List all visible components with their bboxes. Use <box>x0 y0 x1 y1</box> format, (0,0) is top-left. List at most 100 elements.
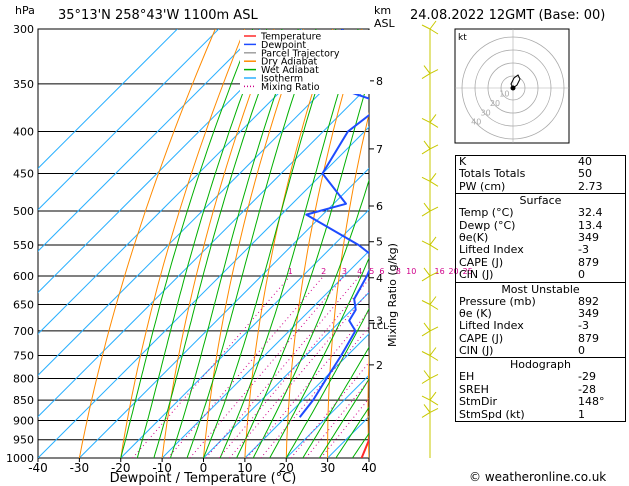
hodograph-ring-label: 20 <box>490 99 500 108</box>
stat-row: Pressure (mb) 892 <box>456 294 625 308</box>
wet-adiabat-line <box>302 346 369 458</box>
stat-label: Lifted Index <box>459 319 524 333</box>
stat-label: StmSpd (kt) <box>459 407 525 421</box>
stat-value: 892 <box>578 294 599 308</box>
wind-barb <box>421 322 439 337</box>
isotherm-line <box>203 291 369 458</box>
pressure-tick-label: 400 <box>13 126 34 139</box>
legend-label: Parcel Trajectory <box>261 48 340 59</box>
pressure-tick-label: 700 <box>13 325 34 338</box>
x-tick-label: -20 <box>111 461 131 475</box>
pressure-tick-label: 550 <box>13 239 34 252</box>
stat-row: EH -29 <box>456 371 625 384</box>
x-tick-label: 10 <box>237 461 252 475</box>
pressure-tick-label: 300 <box>13 23 34 36</box>
stat-label: CAPE (J) <box>459 331 504 345</box>
stat-label: θe (K) <box>459 306 492 320</box>
stat-value: 349 <box>578 230 599 244</box>
wind-barb <box>421 391 439 406</box>
wind-barb <box>421 370 439 384</box>
stat-row: Lifted Index -3 <box>456 243 625 257</box>
stat-value: 40 <box>578 155 592 168</box>
isotherm-line <box>79 167 369 458</box>
isotherm-line <box>38 29 302 294</box>
stat-row: θe (K) 349 <box>456 306 625 320</box>
isotherm-line <box>38 29 178 170</box>
stat-row: Temp (°C) 32.4 <box>456 206 625 220</box>
stat-value: 32.4 <box>578 206 603 220</box>
stat-label: Temp (°C) <box>459 206 514 220</box>
pressure-tick-label: 350 <box>13 78 34 91</box>
km-tick-label: 7 <box>376 143 383 156</box>
x-axis-title: Dewpoint / Temperature (°C) <box>110 471 297 486</box>
km-tick-label: 3 <box>376 315 383 328</box>
stat-row: PW (cm) 2.73 <box>456 180 625 193</box>
x-tick-label: 40 <box>361 461 376 475</box>
wind-barb <box>421 267 439 282</box>
isotherm-line <box>38 29 220 211</box>
dry-adiabat-line <box>161 29 275 458</box>
stat-label: SREH <box>459 382 489 396</box>
alt-unit-km: km <box>374 4 392 17</box>
location-title: 35°13'N 258°43'W 1100m ASL <box>58 8 258 23</box>
pressure-tick-label: 1000 <box>6 452 34 465</box>
stat-row: Totals Totals 50 <box>456 167 625 181</box>
most-unstable-title: Most Unstable <box>501 282 580 296</box>
hodograph-storm-marker <box>510 85 516 91</box>
isotherm-line <box>38 84 369 418</box>
pressure-tick-label: 850 <box>13 394 34 407</box>
stat-label: θe(K) <box>459 230 489 244</box>
dry-adiabat-line <box>203 29 304 458</box>
isotherm-line <box>38 29 344 335</box>
stat-value: 879 <box>578 255 599 269</box>
x-tick-label: 0 <box>200 461 208 475</box>
wind-barb <box>421 404 439 418</box>
wet-adiabat-line <box>252 178 369 458</box>
mixing-ratio-label: 10 <box>406 267 416 276</box>
mixing-ratio-label: 8 <box>396 267 401 276</box>
dry-adiabat-line <box>244 29 334 458</box>
pressure-tick-label: 750 <box>13 349 34 362</box>
isotherm-line <box>161 250 369 458</box>
km-tick-label: 4 <box>376 272 383 285</box>
stat-row: StmDir 148° <box>456 395 625 408</box>
most-unstable-section: Most Unstable Pressure (mb) 892 θe (K) 349… <box>456 281 625 358</box>
stat-row: Dewp (°C) 13.4 <box>456 218 625 232</box>
wet-adiabat-line <box>136 29 268 458</box>
wet-adiabat-line <box>318 378 369 458</box>
stat-value: -28 <box>578 382 596 396</box>
datetime-title: 24.08.2022 12GMT (Base: 00) <box>410 8 606 23</box>
stat-value: 1 <box>578 407 585 421</box>
mixing-ratio-label: 3 <box>342 267 347 276</box>
stat-label: Lifted Index <box>459 243 524 257</box>
wind-barb <box>421 347 439 361</box>
stat-value: 0 <box>578 344 585 358</box>
legend-label: Dewpoint <box>261 40 306 51</box>
dry-adiabat-line <box>407 29 450 458</box>
hodograph-title: Hodograph <box>510 358 571 372</box>
legend-label: Dry Adiabat <box>261 57 318 68</box>
stat-value: 349 <box>578 306 599 320</box>
wet-adiabat-line <box>169 29 299 458</box>
surface-section: Surface Temp (°C) 32.4 Dewp (°C) 13.4 θe(K… <box>456 193 625 281</box>
stat-value: -3 <box>578 319 589 333</box>
pressure-tick-label: 950 <box>13 434 34 447</box>
mixing-ratio-label: 1 <box>288 267 293 276</box>
credit-text: © weatheronline.co.uk <box>469 470 607 484</box>
wind-barb <box>421 65 439 80</box>
stat-value: 50 <box>578 167 592 181</box>
wind-barb <box>421 20 439 35</box>
stat-row: CIN (J) 0 <box>456 268 625 282</box>
mixing-ratio-label: 16 <box>435 267 445 276</box>
stat-value: 13.4 <box>578 218 603 232</box>
dry-adiabat-line <box>78 29 216 458</box>
stat-row: CIN (J) 0 <box>456 344 625 358</box>
stat-row: CAPE (J) 879 <box>456 255 625 269</box>
mixing-ratio-label: 4 <box>357 267 362 276</box>
mixing-ratio-line <box>132 275 291 458</box>
stat-label: CIN (J) <box>459 268 494 282</box>
surface-title: Surface <box>519 194 562 208</box>
wet-adiabat-line <box>335 406 369 458</box>
hodograph-ring-label: 10 <box>499 90 509 99</box>
